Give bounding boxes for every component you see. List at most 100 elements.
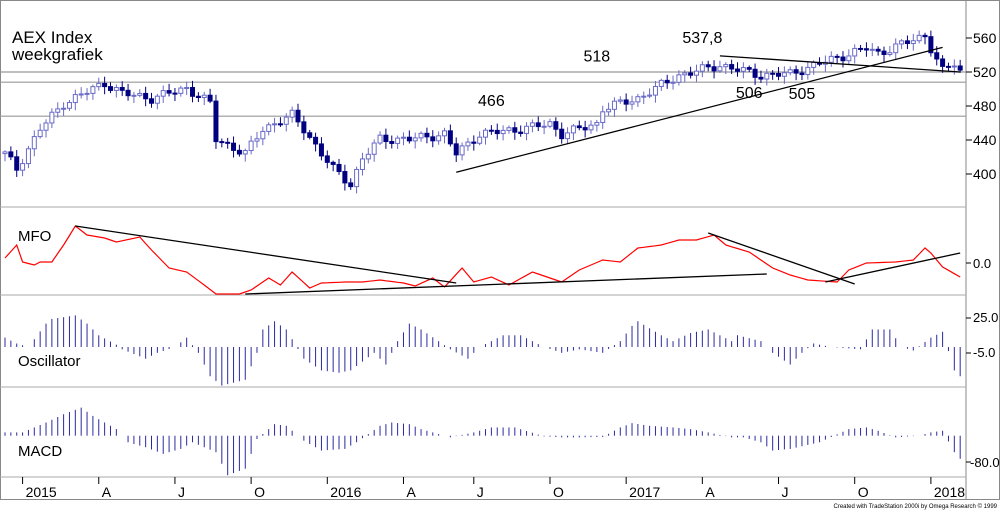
candle-bearish [330,161,336,165]
candle-bearish [453,143,459,156]
candle-bearish [471,141,477,144]
candle-bearish [922,34,928,38]
candle-bullish [723,64,729,68]
candle-bearish [711,66,717,72]
time-tick-label: J [178,484,185,500]
macd-tick-label: -80.0 [970,455,1000,470]
candle-bullish [693,70,699,76]
candle-bearish [430,136,436,142]
candle-bullish [764,72,770,80]
candle-bearish [389,141,395,144]
candle-bullish [541,125,547,128]
price-annotations: 466 518 537,8 506 505 [478,30,815,110]
candle-bullish [266,124,272,132]
candle-bearish [793,69,799,74]
candle-bearish [735,68,740,72]
candle-bearish [172,92,178,95]
candle-bullish [547,121,553,127]
candle-bullish [43,122,49,131]
candle-bearish [945,65,951,68]
candle-bullish [131,94,137,97]
time-tick-label: O [858,484,869,500]
candle-bearish [494,129,500,135]
candle-bullish [477,136,483,144]
mfo-trendline [75,225,457,284]
time-tick-label: 2016 [330,484,361,500]
oscillator-label: Oscillator [18,353,81,370]
candle-bullish [66,102,72,109]
candle-bearish [664,79,670,84]
candle-bullish [899,40,905,45]
macd-panel [4,407,961,476]
mfo-tick-label: 0.0 [973,256,991,271]
mfo-trendline [825,252,961,283]
time-tick-label: A [406,484,416,500]
candle-bullish [869,48,875,51]
candle-bullish [611,100,617,110]
candle-bullish [916,34,922,42]
candle-bullish [588,124,594,131]
candle-bullish [395,137,401,144]
candle-bullish [465,141,471,147]
candle-bearish [535,122,541,128]
candle-bullish [412,137,418,142]
candle-bearish [231,142,237,151]
candle-bearish [957,65,963,71]
candle-bullish [31,136,37,150]
candle-bullish [37,129,43,138]
candle-bullish [242,150,248,155]
mfo-label: MFO [18,228,51,245]
price-trendlines [456,46,961,173]
candle-bearish [424,132,430,138]
candle-bullish [178,87,184,94]
candle-bullish [699,64,705,72]
candle-bullish [354,168,360,188]
candle-bearish [447,130,453,145]
candle-bullish [78,93,84,96]
candle-bearish [406,136,412,142]
candle-bearish [512,127,518,133]
price-trendline [719,55,961,73]
candle-bullish [893,43,899,54]
candle-bullish [781,72,787,77]
candles [2,30,963,194]
candle-bullish [887,52,893,55]
candle-bullish [137,92,143,96]
panel-separators [0,206,966,478]
time-tick-label: A [102,484,112,500]
candle-bullish [600,111,606,124]
candle-bullish [365,153,371,160]
candle-bearish [119,87,125,91]
macd-label: MACD [18,443,62,460]
candle-bearish [582,127,588,131]
time-tick-label: J [477,484,484,500]
candle-bearish [342,171,348,184]
candle-bearish [518,131,524,134]
candle-bearish [752,68,758,78]
candle-bearish [213,100,219,143]
time-tick-label: J [782,484,789,500]
candle-bearish [840,56,846,62]
candle-bearish [928,36,934,54]
oscillator-panel [4,315,961,386]
candle-bullish [617,99,623,102]
candle-bullish [652,85,658,96]
candle-bearish [746,67,752,70]
candle-bearish [318,143,324,157]
candle-bullish [682,72,688,76]
candle-bullish [184,87,190,90]
candle-bullish [436,135,442,142]
candle-bullish [483,129,489,138]
candle-bullish [565,132,571,140]
candle-bearish [758,76,764,80]
candle-bearish [207,94,213,102]
candle-bullish [570,125,576,134]
candle-bearish [8,151,14,158]
candle-bullish [658,79,664,87]
candle-bearish [858,47,864,50]
price-tick-label: 520 [973,64,997,80]
candle-bearish [102,82,108,88]
candle-bullish [529,122,535,127]
